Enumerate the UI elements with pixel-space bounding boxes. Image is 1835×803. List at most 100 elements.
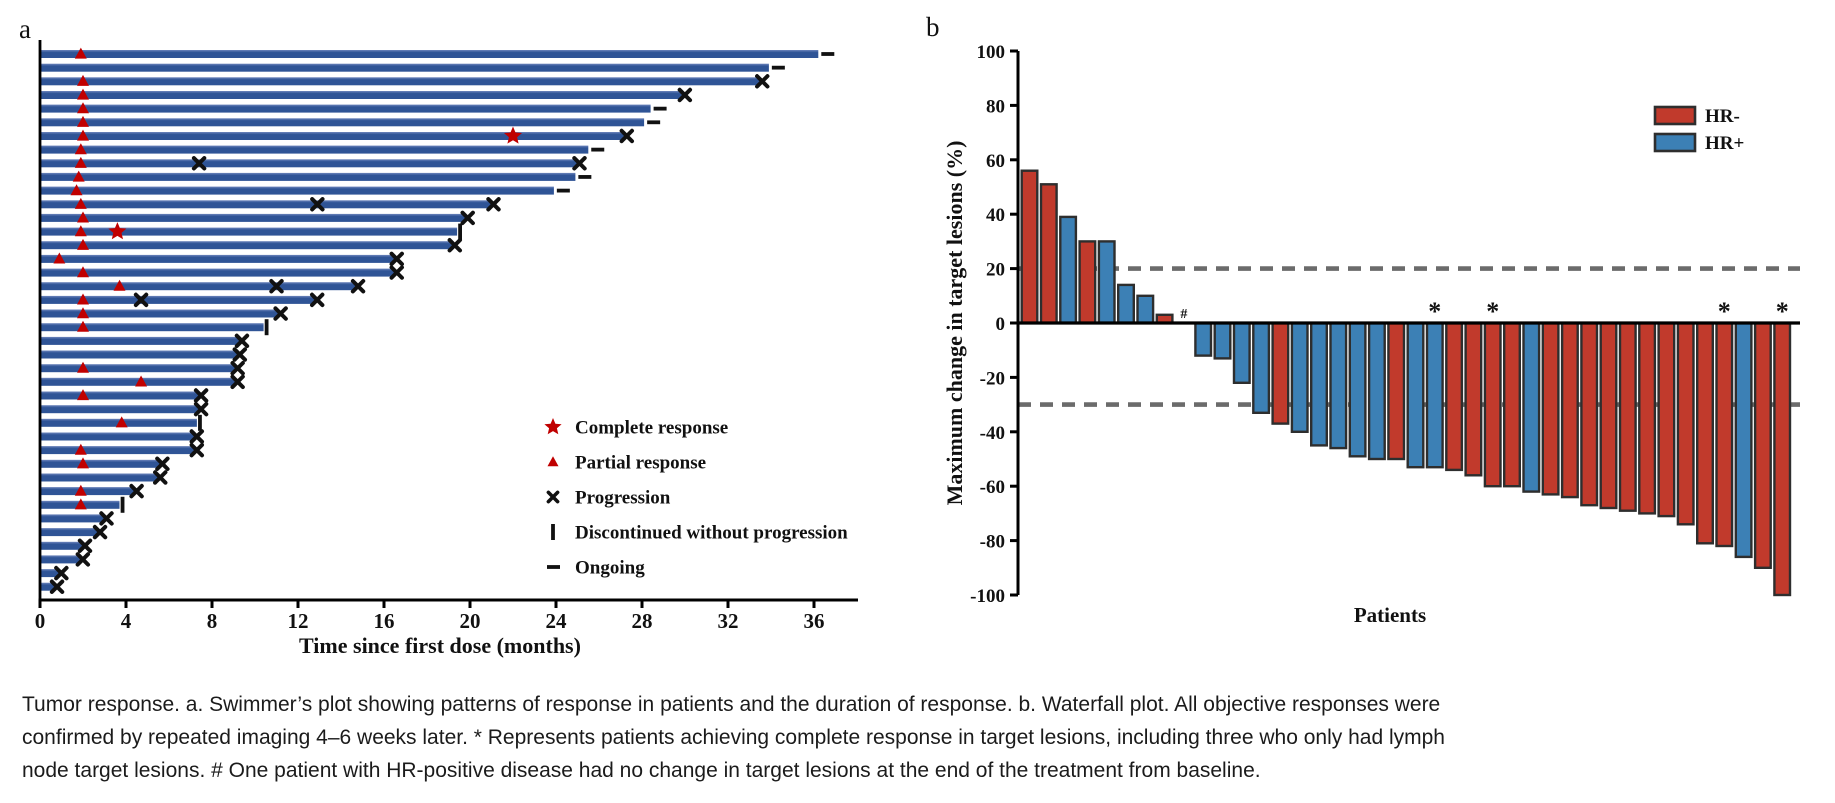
waterfall-bar [1310, 321, 1329, 447]
swimmer-bar [40, 432, 195, 441]
progression-x-marker [189, 442, 204, 458]
progression-x-marker [447, 238, 462, 253]
partial-response-triangle-marker [77, 129, 89, 141]
discontinued-bar-marker [120, 496, 125, 513]
x-axis-tick-label: 8 [207, 609, 218, 633]
swimmer-bar [40, 555, 81, 564]
swimmer-bar [40, 77, 761, 86]
waterfall-bar [1097, 240, 1116, 325]
progression-x-marker [99, 511, 114, 526]
waterfall-bar [1059, 215, 1078, 325]
complete-response-asterisk: * [1776, 297, 1789, 326]
waterfall-bar [1213, 321, 1232, 360]
swimmer-bar [40, 200, 492, 209]
y-axis-tick-label: 100 [977, 42, 1006, 63]
discontinued-bar-marker [264, 319, 269, 336]
legend-label: HR+ [1705, 133, 1744, 154]
swimmer-bar [40, 323, 264, 332]
ongoing-dash-marker [556, 188, 570, 193]
waterfall-bar [1560, 321, 1579, 499]
legend-swatch [1653, 132, 1697, 153]
progression-x-marker [193, 401, 209, 417]
waterfall-bar [1425, 321, 1444, 469]
waterfall-bar [1618, 321, 1637, 512]
progression-x-marker [389, 251, 404, 267]
y-axis-tick-label: -100 [970, 586, 1005, 607]
swimmer-bar [40, 50, 819, 58]
progression-x-marker [191, 156, 207, 171]
y-axis-tick-label: -40 [980, 423, 1005, 444]
y-axis-title: Maximum change in target lesions (%) [942, 141, 967, 506]
swimmer-bar [40, 213, 466, 222]
swimmer-bar [40, 282, 357, 291]
x-axis-tick-label: 28 [632, 609, 653, 633]
x-axis-tick-label: 0 [35, 609, 46, 633]
waterfall-bars [1020, 169, 1792, 597]
ongoing-dash-marker [771, 65, 785, 70]
swimmer-bar [40, 541, 83, 550]
swimmer-bar [40, 391, 200, 400]
progression-x-marker [230, 360, 245, 376]
progression-x-marker [189, 429, 204, 444]
partial-response-triangle-marker [115, 416, 128, 428]
swimmer-bar [40, 528, 99, 537]
panel-a-label: a [19, 14, 31, 44]
y-axis-tick-label: -80 [980, 532, 1005, 553]
progression-x-marker [153, 470, 168, 485]
complete-response-star-marker [504, 126, 522, 144]
swimmer-bar [40, 364, 236, 373]
partial-response-triangle-marker [74, 197, 87, 209]
progression-x-marker [230, 374, 245, 390]
x-axis-tick-label: 12 [288, 609, 309, 633]
swimmer-bars [40, 50, 819, 591]
waterfall-bar [1773, 321, 1792, 597]
swimmer-bar [40, 350, 238, 359]
swimmer-bar [40, 487, 135, 496]
waterfall-bar [1483, 321, 1502, 488]
partial-response-triangle-marker [74, 484, 87, 496]
waterfall-bar [1753, 321, 1772, 570]
swimmer-bar [40, 268, 395, 277]
waterfall-bar [1638, 321, 1657, 515]
legend-label: Partial response [575, 453, 706, 474]
ongoing-dash-marker [653, 106, 667, 111]
waterfall-bar [1580, 321, 1599, 507]
ongoing-dash-marker [647, 120, 661, 125]
partial-response-triangle-marker [113, 279, 126, 291]
waterfall-bar [1329, 321, 1348, 450]
progression-x-marker [155, 456, 170, 471]
swimmer-bar [40, 241, 453, 250]
swimmer-bar [40, 132, 625, 140]
partial-response-triangle-marker [77, 211, 89, 223]
swimmer-bar [40, 118, 645, 127]
partial-response-triangle-marker [77, 115, 89, 127]
legend-label: Ongoing [575, 558, 645, 579]
progression-x-marker [49, 579, 65, 594]
progression-x-marker [350, 279, 366, 294]
y-axis-tick-label: -60 [980, 477, 1005, 498]
swimmer-bar [40, 569, 60, 578]
progression-x-marker [77, 538, 93, 553]
waterfall-axes: 100 80 60 40 20 0 -20 -40 -60 -80 -100 Maximum chan… [942, 42, 1800, 627]
ongoing-dash-marker [578, 175, 592, 179]
partial-response-triangle-marker [74, 156, 87, 168]
swimmer-bar [40, 473, 159, 482]
progression-x-marker [129, 483, 144, 499]
waterfall-bar [1039, 183, 1058, 325]
waterfall-bar [1522, 321, 1541, 493]
waterfall-bar [1232, 321, 1251, 384]
complete-response-star-marker [108, 222, 127, 240]
partial-response-triangle-marker [77, 389, 89, 401]
partial-response-triangle-marker [135, 375, 148, 387]
partial-response-triangle-marker [74, 498, 87, 510]
partial-response-triangle-marker [72, 170, 85, 182]
partial-response-triangle-marker [77, 320, 89, 332]
legend-label: Progression [575, 488, 671, 509]
y-axis-tick-label: 0 [996, 314, 1006, 335]
x-axis-tick-label: 32 [718, 609, 739, 633]
waterfall-bar [1445, 321, 1464, 472]
progression-x-marker [232, 347, 247, 362]
swimmer-axes: 0 4 8 12 16 20 24 28 32 36 Time since first dose (… [35, 40, 858, 658]
waterfall-bar [1367, 321, 1386, 461]
partial-response-triangle-marker [77, 88, 89, 100]
